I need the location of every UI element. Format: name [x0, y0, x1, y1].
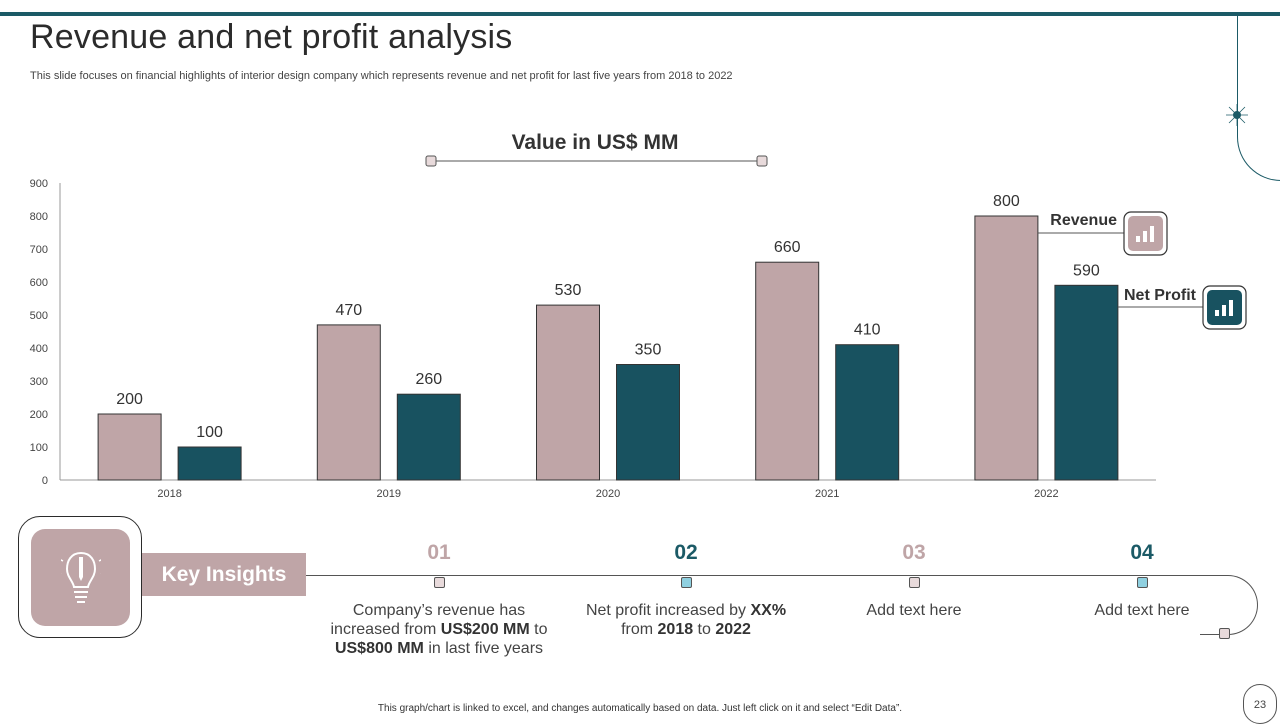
data-label: 590 [1073, 262, 1100, 279]
data-label: 800 [993, 193, 1020, 210]
y-tick-label: 100 [30, 442, 48, 454]
page-number: 23 [1243, 684, 1277, 724]
x-tick-label: 2018 [157, 488, 181, 500]
step-text[interactable]: Add text here [866, 602, 962, 619]
y-tick-label: 900 [30, 178, 48, 190]
step-marker [1136, 577, 1148, 588]
net-profit-bar [177, 446, 242, 481]
revenue-bar [97, 413, 162, 481]
sparkle-icon [1226, 104, 1248, 126]
step-marker [908, 577, 920, 588]
step-marker [680, 577, 692, 588]
data-label: 530 [555, 282, 582, 299]
y-tick-label: 0 [42, 475, 48, 487]
y-tick-label: 700 [30, 244, 48, 256]
page-subtitle: This slide focuses on financial highligh… [30, 70, 733, 82]
data-label: 470 [335, 302, 362, 319]
revenue-bar [974, 215, 1039, 481]
step-number: 04 [1130, 541, 1154, 564]
revenue-bar [536, 304, 600, 481]
insight-step-3: 03 Add text here [799, 540, 1029, 620]
net-profit-bar [396, 393, 461, 481]
y-tick-label: 300 [30, 376, 48, 388]
insight-step-2: 02 Net profit increased by XX% from 2018… [571, 540, 801, 639]
x-tick-label: 2019 [377, 488, 401, 500]
net-profit-bar [1054, 284, 1119, 481]
chart-icon [1143, 231, 1147, 242]
data-label: 410 [854, 322, 881, 339]
revenue-profit-chart[interactable]: Value in US$ MM 0 100 200 300 400 500 600 700 800… [0, 120, 1280, 510]
x-tick-label: 2021 [815, 488, 839, 500]
chart-icon [1215, 310, 1219, 316]
top-accent-bar [0, 12, 1280, 16]
chart-title-rule-end [425, 155, 437, 167]
chart-icon [1222, 305, 1226, 316]
timeline-end-marker [1219, 628, 1230, 639]
revenue-legend-label: Revenue [1050, 212, 1117, 229]
footnote: This graph/chart is linked to excel, and… [377, 703, 903, 714]
net-profit-legend-label: Net Profit [1124, 287, 1197, 304]
key-insights-label: Key Insights [142, 553, 306, 596]
revenue-bar [755, 261, 820, 481]
key-insights-icon-box [18, 516, 142, 638]
data-label: 350 [635, 342, 662, 359]
insight-step-4: 04 Add text here [1027, 540, 1257, 620]
data-label: 660 [774, 239, 801, 256]
page-title: Revenue and net profit analysis [30, 18, 513, 56]
x-tick-label: 2020 [596, 488, 620, 500]
y-tick-label: 400 [30, 343, 48, 355]
chart-title: Value in US$ MM [512, 131, 679, 154]
chart-icon [1150, 226, 1154, 242]
chart-icon [1136, 236, 1140, 242]
lightbulb-pencil-icon [61, 551, 101, 603]
step-number: 02 [674, 541, 698, 564]
chart-title-rule-end [756, 155, 768, 167]
net-profit-bar [835, 344, 900, 481]
chart-icon [1229, 300, 1233, 316]
step-number: 01 [427, 541, 451, 564]
step-text[interactable]: Company’s revenue has increased from US$… [330, 602, 548, 657]
y-tick-label: 600 [30, 277, 48, 289]
data-label: 200 [116, 391, 143, 408]
step-marker [433, 577, 445, 588]
data-label: 260 [415, 371, 442, 388]
y-tick-label: 200 [30, 409, 48, 421]
insight-step-1: 01 Company’s revenue has increased from … [324, 540, 554, 658]
data-label: 100 [196, 424, 223, 441]
revenue-bar [316, 324, 381, 481]
insight-icon-tile [31, 529, 130, 626]
x-tick-label: 2022 [1034, 488, 1058, 500]
step-number: 03 [902, 541, 926, 564]
timeline-line [306, 575, 1226, 576]
y-tick-label: 500 [30, 310, 48, 322]
step-text[interactable]: Net profit increased by XX% from 2018 to… [585, 602, 787, 638]
step-text[interactable]: Add text here [1094, 602, 1190, 619]
y-tick-label: 800 [30, 211, 48, 223]
net-profit-bar [616, 364, 680, 481]
